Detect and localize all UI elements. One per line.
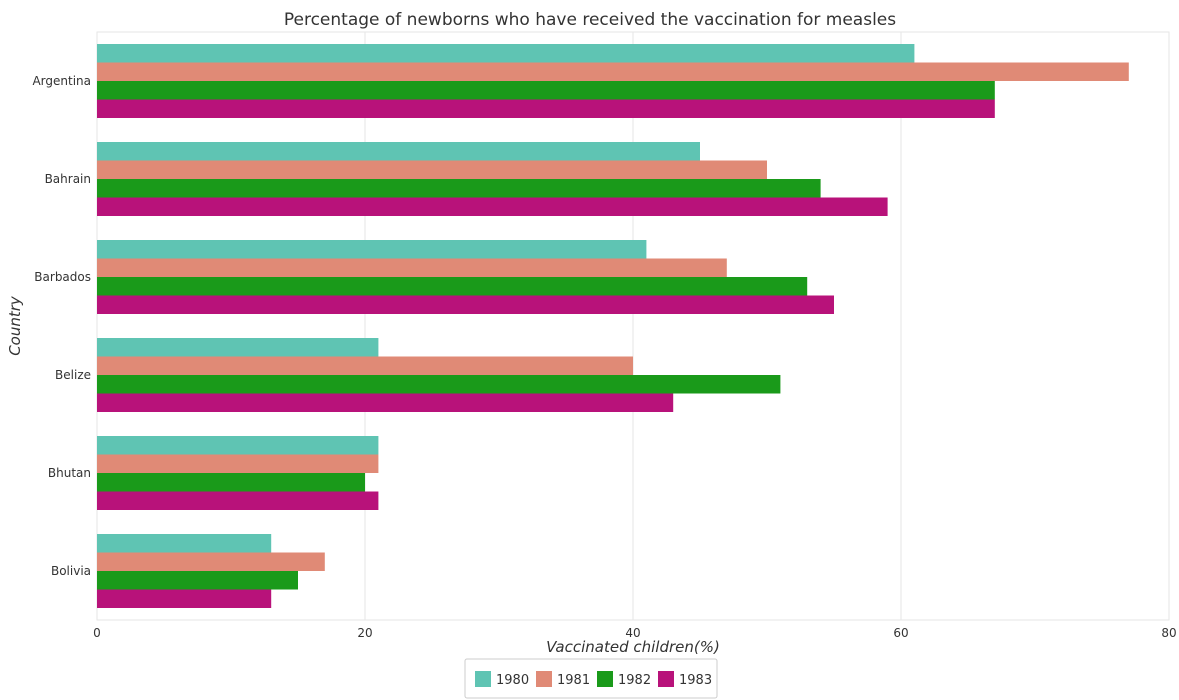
bar-argentina-1982 [97,81,995,100]
grid-lines [96,32,1170,620]
bar-bolivia-1983 [97,589,272,608]
legend-label: 1982 [618,673,651,688]
x-tick-labels: 0 20 40 60 80 [93,626,1176,640]
bar-bahrain-1982 [97,179,821,198]
y-tick-label: Argentina [32,74,91,88]
legend-label: 1980 [496,673,529,688]
bar-bahrain-1980 [97,142,700,161]
bar-bahrain-1981 [97,160,767,179]
x-tick-label: 40 [625,626,640,640]
bar-bahrain-1983 [97,197,888,216]
bar-belize-1983 [97,393,674,412]
bar-bolivia-1981 [97,552,325,571]
y-tick-label: Belize [55,368,91,382]
x-tick-label: 0 [93,626,101,640]
legend-swatch [658,671,674,687]
legend: 1980 1981 1982 1983 [464,658,718,699]
legend-swatch [597,671,613,687]
y-tick-label: Bhutan [48,466,91,480]
x-axis-label: Vaccinated children(%) [546,638,720,656]
bar-argentina-1981 [97,62,1129,81]
chart-title: Percentage of newborns who have received… [284,10,896,30]
bar-bolivia-1982 [97,571,298,590]
bar-belize-1982 [97,375,781,394]
x-tick-label: 80 [1161,626,1176,640]
bar-barbados-1981 [97,258,727,277]
bar-barbados-1982 [97,277,808,296]
y-tick-label: Bahrain [45,172,91,186]
legend-swatch [536,671,552,687]
y-axis-label: Country [6,295,24,356]
bar-argentina-1983 [97,99,995,118]
x-tick-label: 60 [893,626,908,640]
bar-bhutan-1980 [97,436,379,455]
bar-barbados-1983 [97,295,834,314]
legend-box [464,658,718,699]
bar-argentina-1980 [97,44,915,63]
y-tick-label: Bolivia [51,564,91,578]
bars [97,44,1129,608]
bar-bolivia-1980 [97,534,272,553]
bar-barbados-1980 [97,240,647,259]
y-tick-label: Barbados [34,270,91,284]
x-tick-label: 20 [357,626,372,640]
bar-belize-1981 [97,356,633,375]
bar-bhutan-1981 [97,454,379,473]
legend-label: 1983 [679,673,712,688]
bar-bhutan-1983 [97,491,379,510]
bar-belize-1980 [97,338,379,357]
legend-swatch [475,671,491,687]
y-tick-labels: Argentina Bahrain Barbados Belize Bhutan Boli… [32,74,91,578]
legend-label: 1981 [557,673,590,688]
bar-bhutan-1982 [97,473,365,492]
